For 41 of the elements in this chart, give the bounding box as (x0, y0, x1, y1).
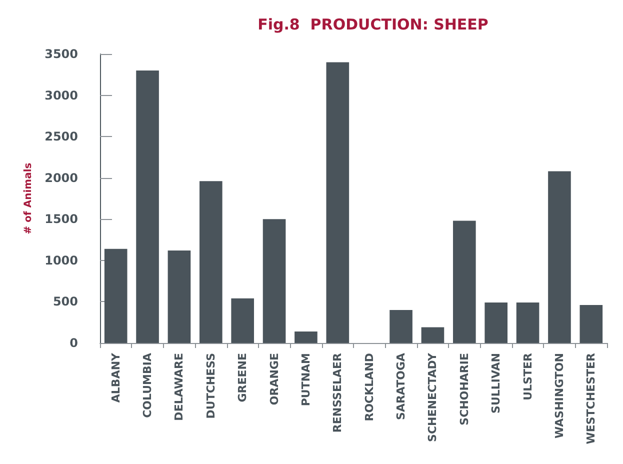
y-tick-label: 500 (52, 294, 78, 309)
chart-title: Fig.8 PRODUCTION: SHEEP (258, 16, 488, 34)
bar (136, 70, 159, 343)
x-tick-label: ALBANY (109, 352, 122, 403)
y-tick-label: 2500 (44, 130, 78, 144)
x-tick-label: ORANGE (268, 353, 281, 406)
x-tick-label: WESTCHESTER (584, 352, 598, 444)
y-tick-label: 1000 (44, 253, 78, 268)
bar (262, 219, 286, 343)
bar (421, 327, 444, 343)
x-tick-label: SCHENECTADY (426, 352, 440, 442)
x-tick-label: SULLIVAN (490, 353, 503, 414)
y-tick-label: 2000 (44, 170, 78, 185)
x-tick-label: COLUMBIA (141, 352, 154, 418)
bar (231, 298, 254, 343)
x-tick-label: DUTCHESS (204, 352, 218, 419)
y-tick-label: 3500 (44, 47, 78, 61)
bar (104, 248, 128, 343)
bar (326, 62, 350, 343)
x-tick-label: PUTNAM (299, 353, 312, 406)
bar (168, 250, 191, 343)
bar (200, 181, 222, 343)
y-tick-label: 0 (70, 336, 78, 350)
bar (548, 171, 571, 343)
x-tick-label: WASHINGTON (552, 353, 566, 438)
bar (516, 302, 540, 343)
x-tick-label: SCHOHARIE (458, 353, 471, 426)
y-tick-label: 3000 (44, 88, 78, 102)
x-tick-label: ROCKLAND (362, 353, 376, 422)
x-tick-label: GREENE (236, 353, 250, 402)
x-tick-label: ULSTER (521, 352, 534, 400)
y-axis-title: # of Animals (23, 162, 34, 234)
bar (390, 310, 412, 343)
y-tick-label: 1500 (44, 212, 78, 226)
x-tick-label: DELAWARE (172, 353, 186, 421)
x-tick-label: SARATOGA (394, 352, 408, 420)
bar (294, 331, 318, 343)
x-tick-label: RENSSELAER (331, 352, 344, 433)
bar (453, 220, 476, 343)
bar (580, 305, 603, 343)
bar (484, 302, 508, 343)
